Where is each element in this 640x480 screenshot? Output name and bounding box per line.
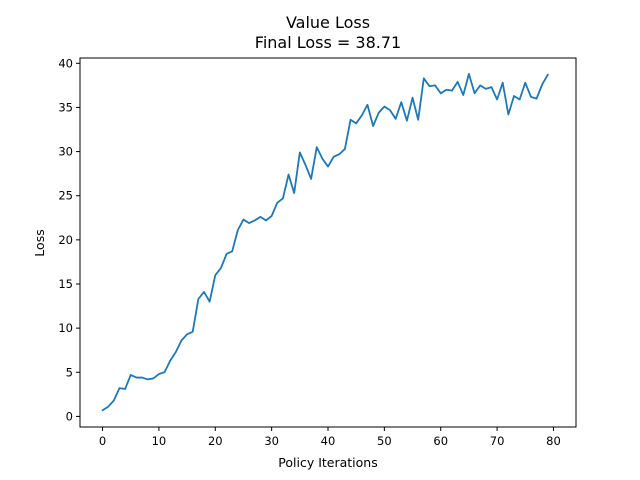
chart-subtitle: Final Loss = 38.71 (255, 33, 401, 52)
y-axis-label: Loss (32, 229, 47, 256)
x-tick-label: 80 (546, 434, 561, 448)
loss-series-line (101, 72, 549, 412)
plot-series (101, 72, 549, 412)
x-tick-label: 10 (152, 434, 167, 448)
y-tick-label: 10 (58, 321, 73, 335)
y-tick-label: 35 (58, 100, 73, 114)
y-tick-label: 20 (58, 233, 73, 247)
plot-frame (79, 57, 577, 428)
x-tick-label: 60 (433, 434, 448, 448)
x-tick-label: 0 (99, 434, 106, 448)
x-tick-label: 20 (208, 434, 223, 448)
y-tick-label: 40 (58, 56, 73, 70)
y-tick-label: 25 (58, 189, 73, 203)
x-tick-label: 40 (321, 434, 336, 448)
chart-title: Value Loss (286, 13, 370, 32)
y-tick-label: 15 (58, 277, 73, 291)
y-axis-ticks: 0 5 10 15 20 25 30 35 40 (58, 56, 80, 423)
y-tick-label: 0 (66, 409, 73, 423)
y-tick-label: 30 (58, 145, 73, 159)
x-tick-label: 50 (377, 434, 392, 448)
x-tick-label: 70 (490, 434, 505, 448)
x-axis-label: Policy Iterations (278, 455, 377, 470)
x-axis-ticks: 0 10 20 30 40 50 60 70 80 (99, 427, 561, 448)
y-tick-label: 5 (66, 365, 73, 379)
x-tick-label: 30 (264, 434, 279, 448)
